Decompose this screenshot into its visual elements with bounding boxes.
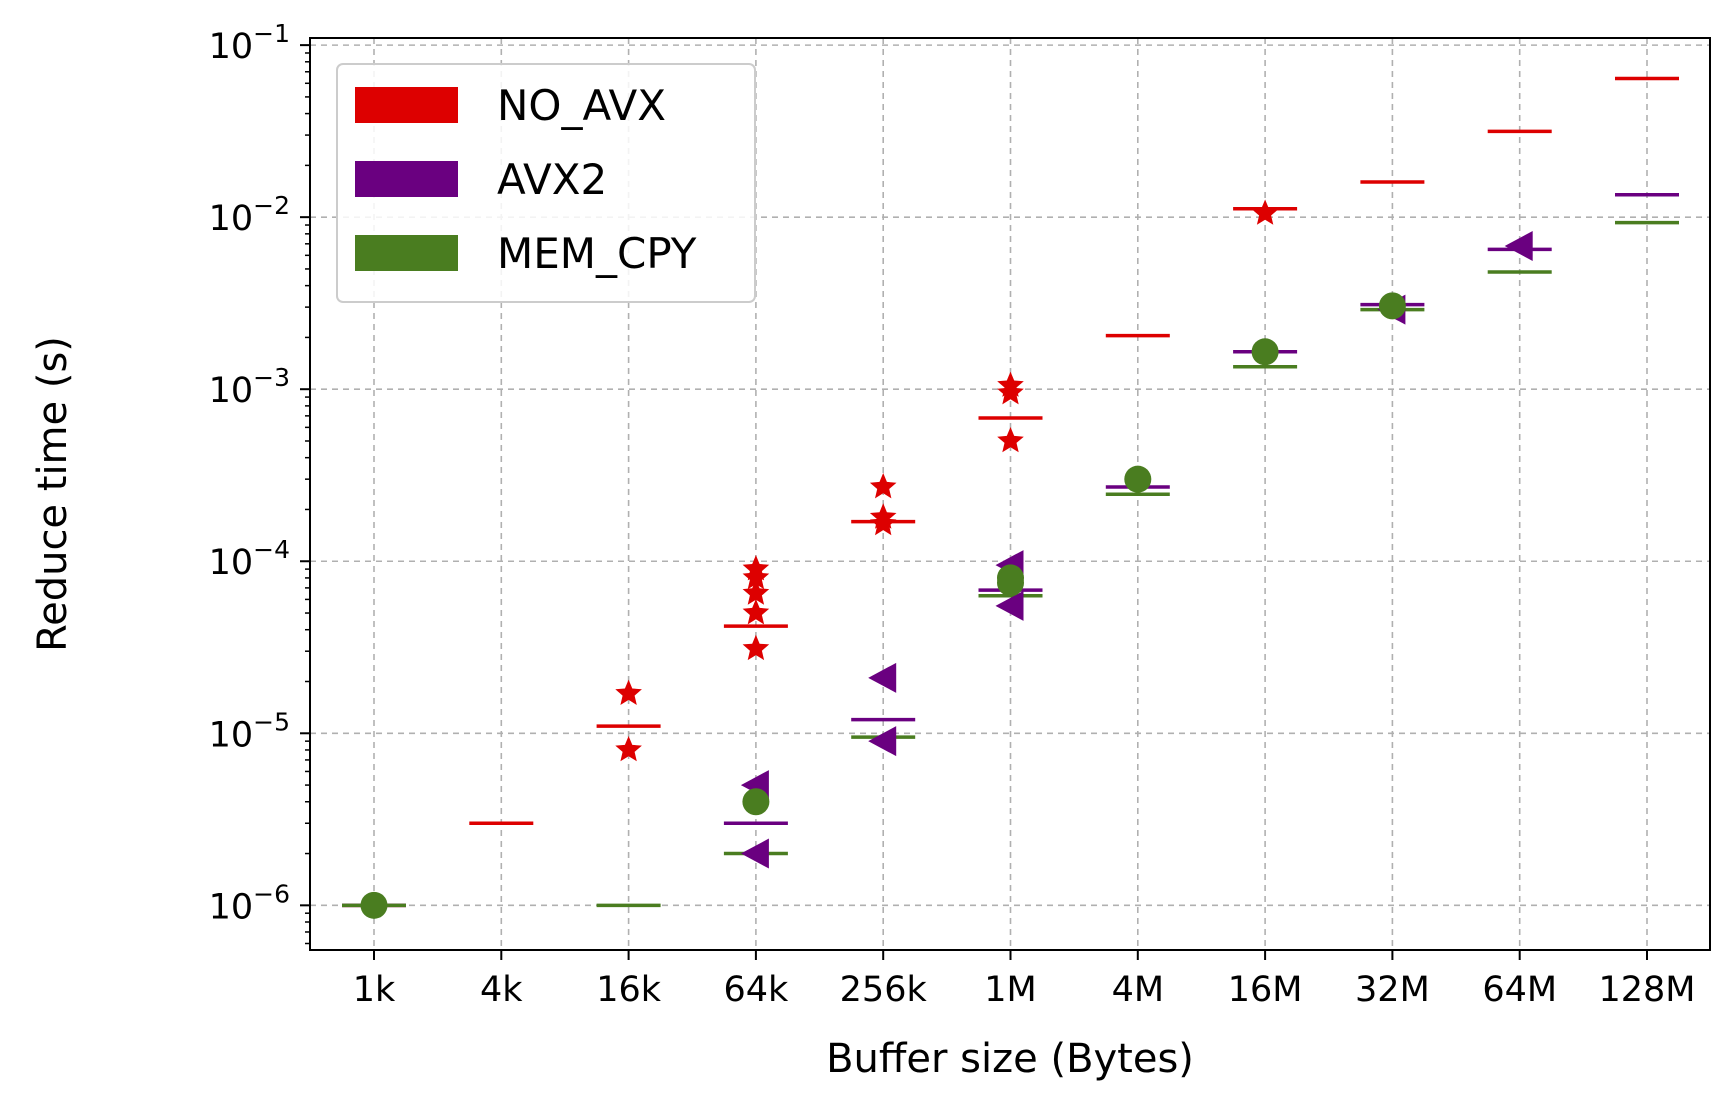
outlier-star-NO_AVX (997, 427, 1024, 453)
outlier-star-NO_AVX (742, 563, 770, 590)
outlier-circle-MEM_CPY (997, 569, 1024, 597)
x-tick-label: 32M (1355, 970, 1430, 1010)
legend: NO_AVX AVX2 MEM_CPY (336, 63, 756, 303)
outlier-star-NO_AVX (1251, 199, 1279, 225)
outlier-star-NO_AVX (869, 509, 897, 536)
legend-swatch-NO_AVX (355, 87, 458, 123)
outlier-triangle-AVX2 (995, 590, 1024, 621)
outlier-star-NO_AVX (997, 379, 1024, 405)
y-axis-title: Reduce time (s) (30, 336, 76, 652)
outlier-star-NO_AVX (615, 679, 642, 705)
marks-layer (342, 76, 1679, 919)
y-tick-label: 10−2 (209, 191, 290, 239)
x-tick-label: 256k (840, 970, 928, 1010)
legend-swatch-MEM_CPY (355, 235, 458, 271)
outlier-circle-MEM_CPY (1251, 338, 1279, 366)
y-tick-label: 10−1 (209, 19, 290, 67)
legend-label-AVX2: AVX2 (497, 155, 607, 204)
legend-swatch-AVX2 (355, 161, 458, 197)
x-tick-label: 4M (1112, 970, 1164, 1010)
outlier-star-NO_AVX (742, 634, 770, 661)
x-tick-label: 16M (1228, 970, 1303, 1010)
legend-label-MEM_CPY: MEM_CPY (497, 229, 697, 278)
outlier-circle-MEM_CPY (1124, 465, 1152, 493)
outlier-triangle-AVX2 (740, 838, 769, 869)
y-tick-label: 10−5 (209, 707, 290, 755)
y-tick-label: 10−4 (209, 535, 290, 583)
outlier-circle-MEM_CPY (742, 788, 770, 816)
outlier-star-NO_AVX (615, 736, 642, 762)
x-tick-label: 4k (480, 970, 523, 1010)
x-tick-label: 1M (984, 970, 1036, 1010)
legend-label-NO_AVX: NO_AVX (497, 81, 666, 130)
x-tick-label: 128M (1598, 970, 1695, 1010)
outlier-triangle-AVX2 (868, 662, 897, 693)
outlier-star-NO_AVX (742, 599, 770, 625)
outlier-circle-MEM_CPY (1378, 292, 1406, 320)
y-tick-label: 10−3 (209, 363, 290, 411)
axes-layer: 1k 4k 16k 64k 256k 1M 4M 16M 32M 64M 128M 10−6 10−5 1… (209, 19, 1696, 1010)
outlier-triangle-AVX2 (868, 726, 897, 757)
x-tick-label: 1k (353, 970, 396, 1010)
outlier-star-NO_AVX (869, 473, 897, 499)
x-tick-label: 64M (1482, 970, 1557, 1010)
outlier-triangle-AVX2 (1504, 230, 1533, 261)
outlier-circle-MEM_CPY (360, 891, 388, 919)
y-tick-label: 10−6 (209, 879, 290, 927)
x-tick-label: 64k (723, 970, 789, 1010)
x-tick-label: 16k (596, 970, 662, 1010)
x-axis-title: Buffer size (Bytes) (826, 1036, 1194, 1082)
outlier-star-NO_AVX (742, 579, 770, 605)
